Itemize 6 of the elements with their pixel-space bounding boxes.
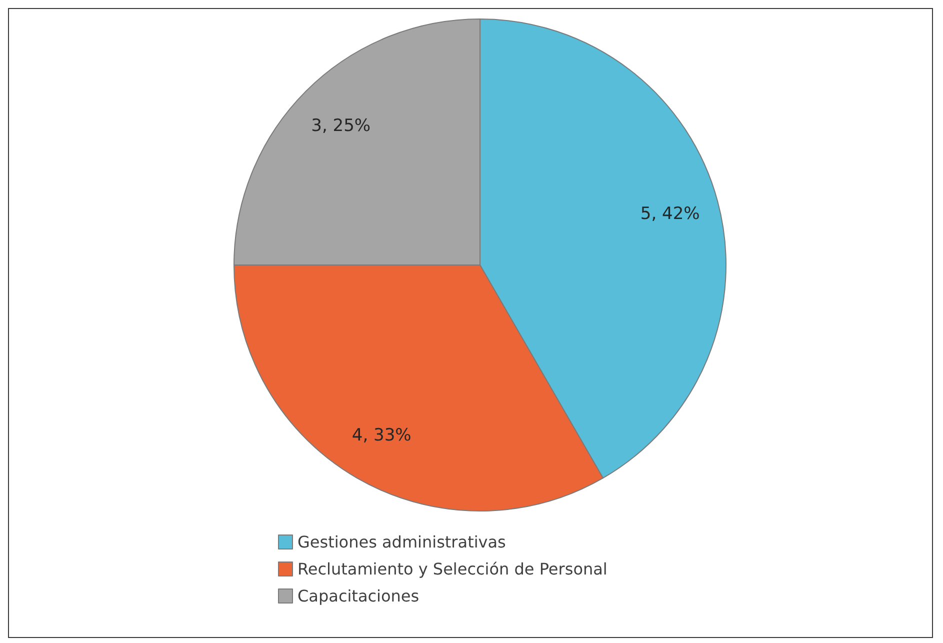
data-label: 3, 25% <box>311 116 371 136</box>
legend-label: Reclutamiento y Selección de Personal <box>298 560 608 578</box>
legend-label: Capacitaciones <box>298 586 420 606</box>
legend-label: Gestiones administrativas <box>298 532 506 552</box>
data-label: 4, 33% <box>352 425 412 446</box>
data-label: 5, 42% <box>640 204 700 224</box>
